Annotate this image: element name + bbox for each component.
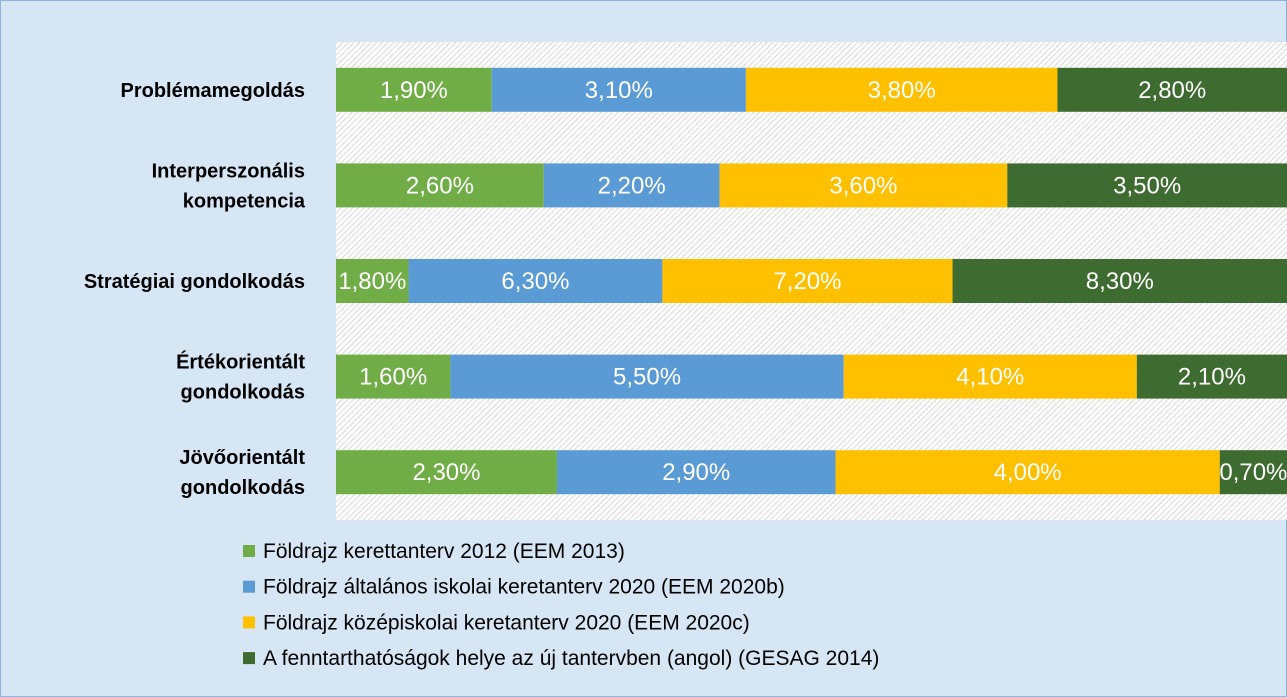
bar-segment (408, 259, 663, 303)
legend-marker (243, 580, 255, 593)
bar-segment (336, 354, 451, 399)
data-label: 5,50% (613, 364, 681, 391)
bar-segment (843, 354, 1137, 399)
bar-segment (336, 67, 492, 112)
bar-segment (662, 259, 953, 303)
data-label: 3,80% (868, 77, 936, 104)
legend-label: Földrajz kerettanterv 2012 (EEM 2013) (263, 540, 625, 563)
bar-segment (1007, 163, 1287, 208)
data-label: 2,20% (598, 172, 666, 199)
category-label: Jövőorientált gondolkodás (179, 447, 305, 499)
bar-segment (952, 259, 1287, 303)
legend-label: A fenntarthatóságok helye az új tantervb… (263, 647, 879, 670)
bar-segment (336, 450, 557, 495)
data-label: 7,20% (773, 268, 841, 295)
bar-segment (719, 163, 1008, 208)
data-label: 2,60% (406, 172, 474, 199)
bar-segment (1057, 67, 1287, 112)
bar-segment (336, 259, 409, 303)
category-label: Problémamegoldás (120, 80, 305, 102)
bar-segment (1136, 354, 1287, 399)
bar-segment (556, 450, 836, 495)
data-label: 1,90% (380, 77, 448, 104)
category-label: Stratégiai gondolkodás (84, 271, 305, 293)
legend-marker (243, 652, 255, 665)
category-label: Értékorientált gondolkodás (176, 351, 305, 404)
bar-segment (543, 163, 720, 208)
data-label: 2,10% (1178, 364, 1246, 391)
bar-segment (1219, 450, 1287, 495)
data-label: 3,10% (585, 77, 653, 104)
data-label: 4,00% (994, 459, 1062, 486)
data-label: 4,10% (956, 364, 1024, 391)
data-label: 2,90% (662, 459, 730, 486)
bar-segment (835, 450, 1220, 495)
data-label: 1,60% (359, 364, 427, 391)
bar-segment (450, 354, 844, 399)
data-label: 3,50% (1113, 172, 1181, 199)
legend-marker (243, 616, 255, 629)
legend-marker (243, 545, 255, 557)
data-label: 0,70% (1219, 459, 1287, 486)
bar-segment (745, 67, 1058, 112)
legend-label: Földrajz általános iskolai keretanterv 2… (263, 576, 785, 599)
data-label: 8,30% (1086, 268, 1154, 295)
bar-segment (491, 67, 746, 112)
bar-segment (336, 163, 544, 208)
data-label: 1,80% (338, 268, 406, 295)
data-label: 2,30% (412, 459, 480, 486)
data-label: 3,60% (829, 172, 897, 199)
category-label: Interperszonális kompetencia (152, 160, 306, 212)
data-label: 2,80% (1138, 77, 1206, 104)
data-label: 6,30% (501, 268, 569, 295)
legend-label: Földrajz középiskolai keretanterv 2020 (… (263, 611, 750, 634)
